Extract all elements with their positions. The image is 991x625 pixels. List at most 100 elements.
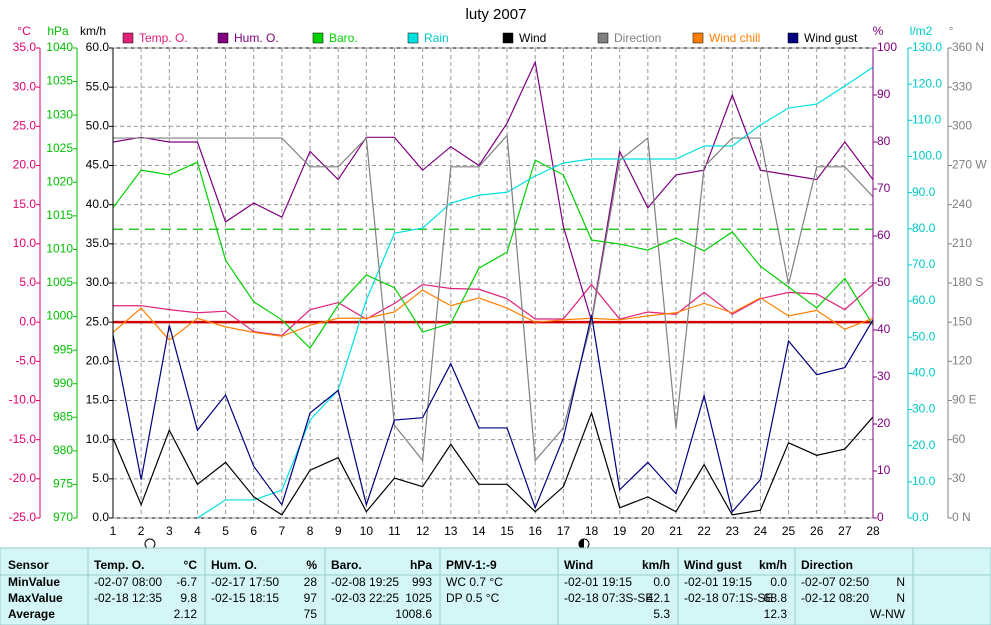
axis-title: °C	[17, 24, 31, 38]
series-line	[112, 314, 874, 513]
cell-value: 12.3	[764, 607, 788, 621]
y-tick-label: 35.0	[86, 236, 110, 250]
y-tick-label: 10.0	[13, 236, 37, 250]
y-tick-label: 50.0	[86, 119, 110, 133]
cell-value: 1008.6	[395, 607, 432, 621]
series-line	[112, 411, 874, 516]
y-tick-label: 10.0	[912, 474, 936, 488]
x-tick-label: 11	[388, 524, 401, 538]
column-name: Hum. O.	[211, 558, 257, 572]
x-tick-label: 21	[669, 524, 683, 538]
x-tick-label: 12	[416, 524, 430, 538]
x-tick-label: 9	[335, 524, 342, 538]
series-line	[112, 159, 874, 350]
y-tick-label: 990	[53, 376, 73, 390]
x-tick-label: 15	[500, 524, 514, 538]
y-tick-label: 20	[877, 416, 891, 430]
y-tick-label: 980	[53, 443, 73, 457]
y-tick-label: 30	[877, 369, 891, 383]
y-tick-label: 60.0	[86, 40, 110, 54]
legend-swatch	[502, 32, 514, 44]
axis-title: l/m2	[910, 24, 933, 38]
y-tick-label: 1040	[46, 40, 73, 54]
y-tick-label: 15.0	[86, 393, 110, 407]
x-tick-label: 13	[444, 524, 458, 538]
y-tick-label: 270 W	[952, 158, 987, 172]
y-tick-label: 40	[877, 322, 891, 336]
x-tick-label: 1	[110, 524, 117, 538]
chart-title: luty 2007	[466, 6, 527, 23]
y-tick-label: 0	[877, 510, 884, 524]
y-tick-label: 0.0	[912, 510, 929, 524]
y-tick-label: 25.0	[13, 119, 37, 133]
y-tick-label: 985	[53, 409, 73, 423]
x-tick-label: 26	[810, 524, 824, 538]
y-tick-label: 30.0	[912, 402, 936, 416]
y-tick-label: 970	[53, 510, 73, 524]
y-tick-label: 30.0	[13, 79, 37, 93]
legend-swatch	[597, 32, 609, 44]
cell-time: -02-03 22:25	[331, 591, 399, 605]
cell-value: 28	[304, 575, 318, 589]
y-tick-label: 10.0	[86, 432, 110, 446]
series-line	[112, 60, 874, 321]
cell-time: -02-08 19:25	[331, 575, 399, 589]
row-label: MinValue	[8, 575, 60, 589]
column-unit: %	[306, 558, 317, 572]
row-label: Average	[8, 607, 55, 621]
legend-swatch	[407, 32, 419, 44]
y-tick-label: 10	[877, 463, 891, 477]
x-tick-label: 23	[726, 524, 740, 538]
cell-time: DP 0.5 °C	[446, 591, 500, 605]
x-tick-label: 24	[754, 524, 768, 538]
y-tick-label: 1025	[46, 141, 73, 155]
cell-value: 0.0	[770, 575, 787, 589]
column-name: PMV-1:-9	[446, 558, 497, 572]
column-name: Wind	[564, 558, 593, 572]
x-tick-label: 5	[222, 524, 229, 538]
cell-time: -02-15 18:15	[211, 591, 279, 605]
y-tick-label: 100	[877, 40, 897, 54]
series-line	[113, 134, 874, 463]
column-name: Direction	[801, 558, 853, 572]
cell-value: W-NW	[870, 607, 906, 621]
cell-value: N	[896, 591, 905, 605]
cell-time: -02-07 08:00	[94, 575, 162, 589]
cell-time: -02-01 19:15	[564, 575, 632, 589]
cell-value: 97	[304, 591, 318, 605]
y-tick-label: 300	[952, 119, 972, 133]
y-tick-label: 0 N	[952, 510, 971, 524]
cell-value: 5.3	[653, 607, 670, 621]
legend-label: Wind gust	[804, 31, 858, 45]
y-tick-label: 5.0	[19, 275, 36, 289]
y-tick-label: 240	[952, 197, 972, 211]
cell-time: -02-18 12:35	[94, 591, 162, 605]
legend-swatch	[312, 32, 324, 44]
legend-label: Wind	[519, 31, 546, 45]
y-tick-label: 70.0	[912, 257, 936, 271]
y-tick-label: -5.0	[15, 354, 36, 368]
column-unit: km/h	[759, 558, 787, 572]
y-tick-label: 1005	[46, 275, 73, 289]
y-tick-label: 1030	[46, 107, 73, 121]
y-tick-label: 0.0	[92, 510, 109, 524]
y-tick-label: -10.0	[9, 393, 37, 407]
y-tick-label: 15.0	[13, 197, 37, 211]
cell-value: 0.0	[653, 575, 670, 589]
y-tick-label: 60.0	[912, 293, 936, 307]
x-tick-label: 20	[641, 524, 655, 538]
axis-title: °	[949, 24, 954, 38]
y-tick-label: 180 S	[952, 275, 983, 289]
y-tick-label: 130.0	[912, 40, 942, 54]
cell-value: 42.1	[647, 591, 671, 605]
y-tick-label: 25.0	[86, 314, 110, 328]
y-tick-label: 60	[952, 432, 966, 446]
table-corner: Sensor	[8, 558, 49, 572]
y-tick-label: 20.0	[86, 354, 110, 368]
x-tick-label: 28	[866, 524, 880, 538]
cell-value: -6.7	[176, 575, 197, 589]
y-tick-label: -20.0	[9, 471, 37, 485]
moon-quarter-shade	[579, 539, 584, 549]
legend-swatch	[217, 32, 229, 44]
